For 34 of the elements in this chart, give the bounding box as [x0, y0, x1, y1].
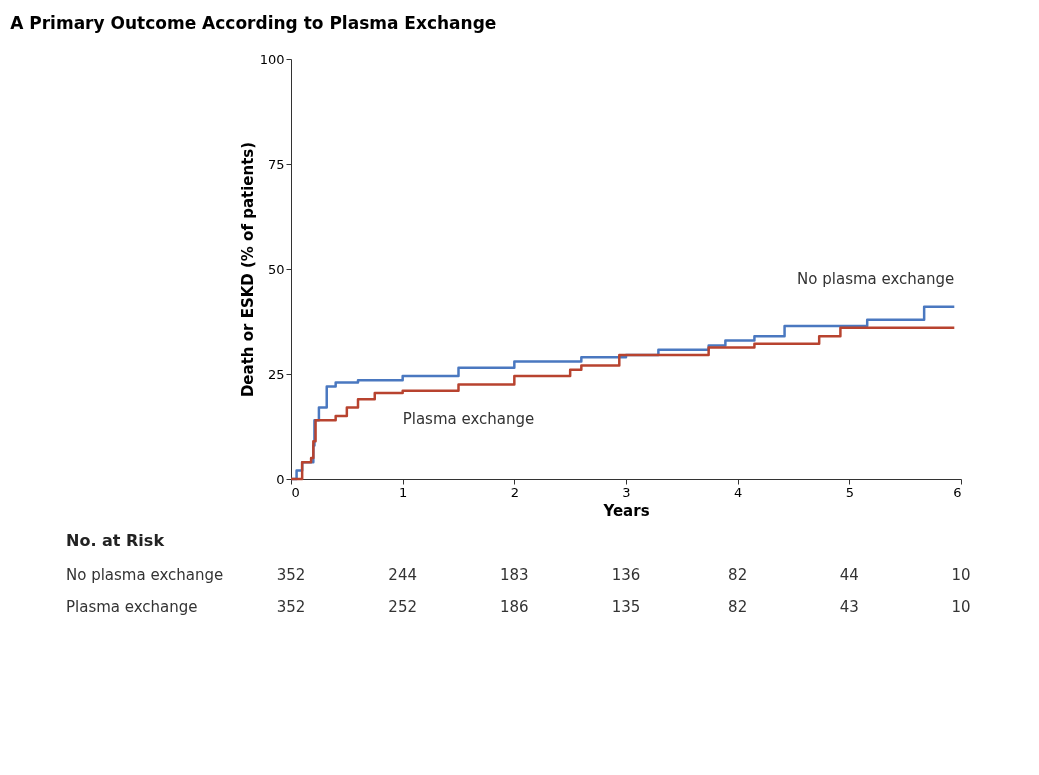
x-tick-label: 3: [622, 484, 631, 500]
x-axis-title: Years: [602, 501, 650, 520]
text: 252: [388, 597, 417, 616]
text: 352: [276, 597, 306, 616]
text: 244: [388, 565, 417, 584]
y-tick-label: 75: [267, 156, 285, 172]
text: Plasma exchange: [66, 597, 198, 616]
text: 186: [500, 597, 529, 616]
x-tick-label: 1: [399, 484, 408, 500]
x-tick-label: 2: [510, 484, 519, 500]
text: 82: [728, 565, 748, 584]
text: 82: [728, 597, 748, 616]
chart-title: A Primary Outcome According to Plasma Exchange: [10, 13, 497, 33]
y-tick-label: 0: [276, 471, 285, 487]
text: 10: [951, 565, 971, 584]
series-label: No plasma exchange: [797, 269, 955, 288]
y-tick-label: 50: [267, 261, 285, 277]
text: 43: [839, 597, 859, 616]
text: No. at Risk: [66, 531, 165, 550]
x-tick-label: 5: [845, 484, 854, 500]
y-axis-title: Death or ESKD (% of patients): [238, 141, 257, 398]
text: 136: [611, 565, 641, 584]
y-tick-label: 100: [259, 51, 285, 67]
x-tick-label: 6: [953, 484, 962, 500]
text: 183: [500, 565, 529, 584]
text: 44: [839, 565, 859, 584]
text: No plasma exchange: [66, 565, 224, 584]
text: 10: [951, 597, 971, 616]
x-tick-label: 4: [734, 484, 743, 500]
text: 352: [276, 565, 306, 584]
series-label: Plasma exchange: [402, 409, 535, 428]
x-tick-label: 0: [291, 484, 300, 500]
y-tick-label: 25: [267, 366, 285, 382]
text: 135: [611, 597, 641, 616]
